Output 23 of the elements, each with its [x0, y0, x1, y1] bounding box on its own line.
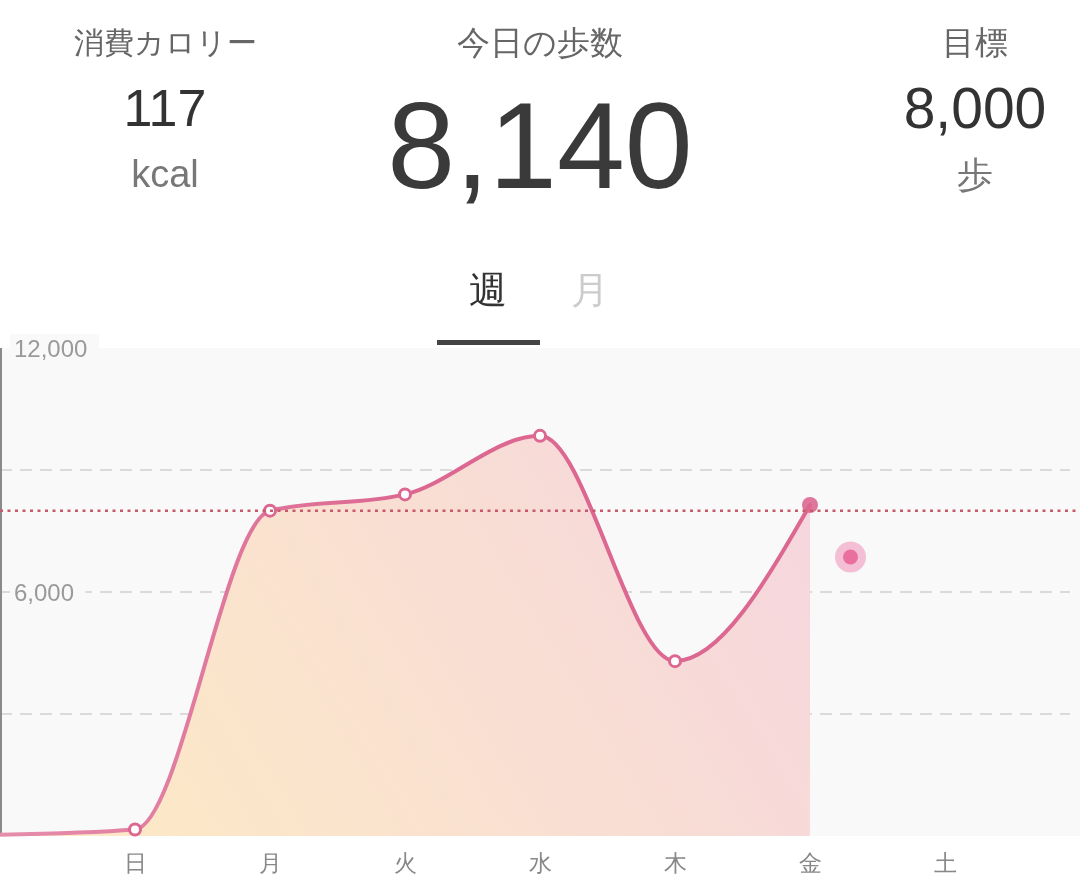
x-tick-label: 金 — [798, 850, 822, 876]
text: 8,140 — [387, 78, 693, 214]
y-tick-label: 12,000 — [14, 334, 88, 362]
text: 消費カロリー — [73, 25, 257, 59]
x-tick-label: 火 — [393, 850, 417, 876]
text: 117 — [123, 79, 207, 137]
x-tick-label: 水 — [528, 850, 552, 876]
text: 目標 — [942, 23, 1008, 61]
text: 週 — [469, 269, 507, 311]
point — [128, 822, 142, 837]
text: 今日の歩数 — [457, 23, 623, 61]
point — [533, 428, 547, 443]
point — [398, 487, 412, 502]
x-tick-label: 土 — [933, 850, 957, 876]
text: 歩 — [957, 153, 993, 195]
x-tick-label: 日 — [123, 850, 147, 876]
y-tick-label: 6,000 — [14, 578, 75, 606]
x-tick-label: 木 — [663, 850, 687, 876]
point — [802, 496, 818, 513]
text: 8,000 — [903, 76, 1047, 140]
point — [668, 654, 682, 669]
text: kcal — [131, 153, 199, 195]
x-tick-label: 月 — [258, 850, 282, 876]
